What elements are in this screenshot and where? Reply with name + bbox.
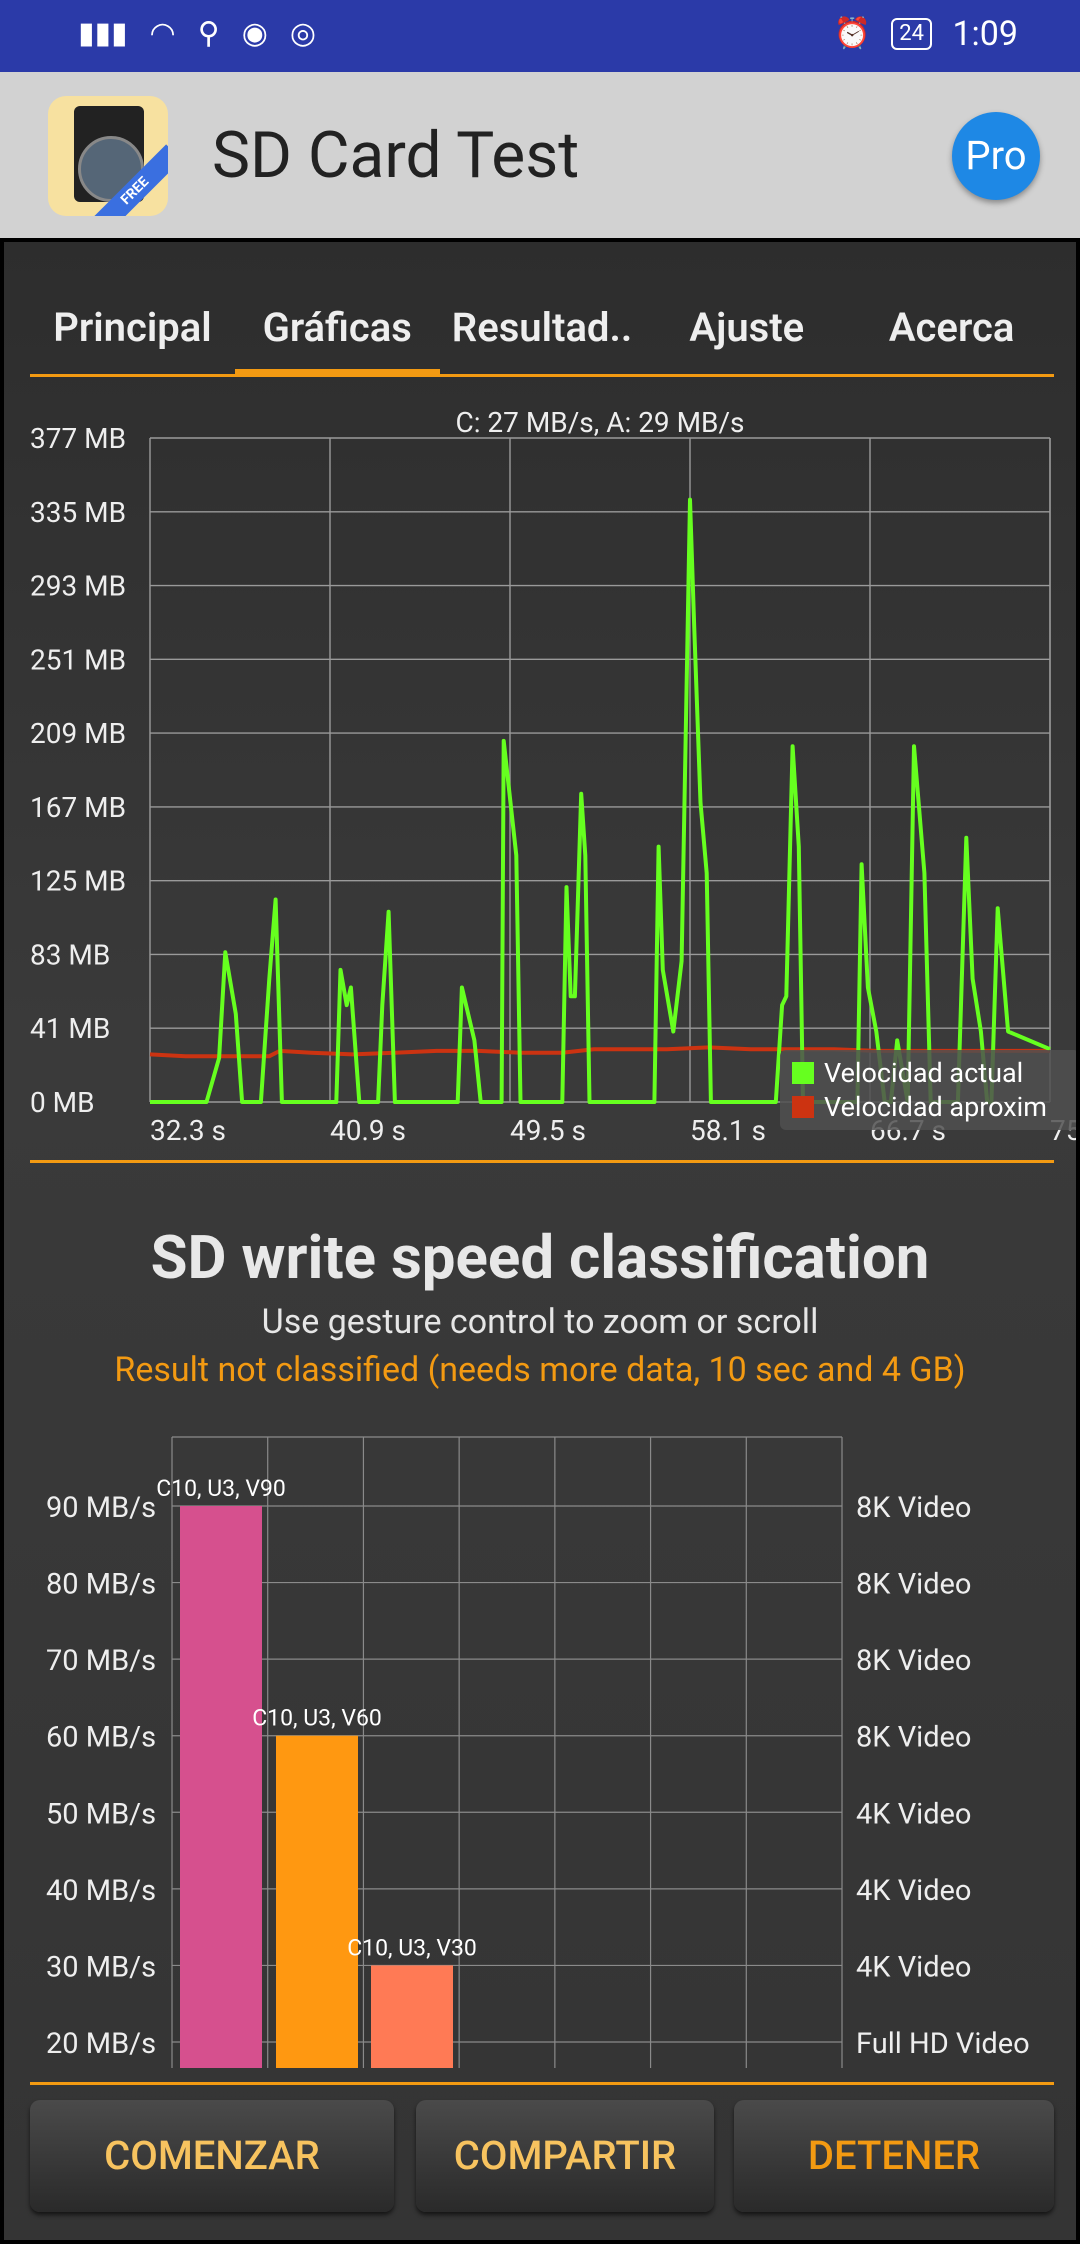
status-bar: ▮▮▮ ◠ ⚲ ◉ ◎ ⏰ 24 1:09 (0, 0, 1080, 72)
x-tick-label: 58.1 s (690, 1114, 766, 1147)
status-left-icons: ▮▮▮ ◠ ⚲ ◉ ◎ (78, 16, 316, 51)
y-tick-label: 0 MB (30, 1086, 95, 1119)
y-tick-label: 40 MB/s (46, 1874, 156, 1908)
bar-label: C10, U3, V90 (156, 1475, 286, 1502)
chart-title: C: 27 MB/s, A: 29 MB/s (455, 406, 744, 439)
pro-button[interactable]: Pro (952, 112, 1040, 200)
main-panel: Principal Gráficas Resultad.. Ajuste Ace… (4, 242, 1076, 2240)
right-axis-label: 8K Video (856, 1491, 971, 1525)
tab-principal[interactable]: Principal (53, 304, 212, 351)
y-tick-label: 20 MB/s (46, 2027, 156, 2061)
app-bar: FREE SD Card Test Pro (0, 72, 1080, 242)
y-tick-label: 293 MB (30, 570, 126, 603)
alarm-icon: ⏰ (833, 16, 872, 51)
classification-heading: SD write speed classification (150, 1222, 930, 1293)
tab-ajuste[interactable]: Ajuste (689, 304, 805, 351)
app-logo-icon: FREE (48, 96, 168, 216)
y-tick-label: 377 MB (30, 422, 126, 455)
y-tick-label: 30 MB/s (46, 1950, 156, 1984)
tab-resultados[interactable]: Resultad.. (451, 304, 633, 351)
tab-acerca[interactable]: Acerca (888, 304, 1015, 351)
classification-bar-chart[interactable]: 90 MB/s 8K Video 80 MB/s 8K Video 70 MB/s 8K … (4, 1432, 1076, 2122)
right-axis-label: 8K Video (856, 1568, 971, 1602)
y-tick-label: 335 MB (30, 496, 126, 529)
bar (276, 1735, 358, 2068)
right-axis-label: 4K Video (856, 1950, 971, 1984)
y-tick-label: 125 MB (30, 865, 126, 898)
legend-background (780, 1050, 1076, 1130)
tab-graficas[interactable]: Gráficas (234, 282, 440, 377)
chat-icon: ◉ (241, 16, 268, 51)
tab-bar: Principal Gráficas Resultad.. Ajuste Ace… (30, 282, 1054, 377)
status-right-icons: ⏰ 24 (834, 16, 932, 51)
y-tick-label: 251 MB (30, 643, 126, 676)
y-tick-label: 80 MB/s (46, 1568, 156, 1602)
bar-label: C10, U3, V30 (347, 1934, 477, 1961)
y-tick-label: 167 MB (30, 791, 126, 824)
wifi-icon: ◠ (149, 16, 176, 51)
classification-note: Result not classified (needs more data, … (114, 1350, 966, 1390)
y-tick-label: 209 MB (30, 717, 126, 750)
x-tick-label: 32.3 s (150, 1114, 226, 1147)
y-tick-label: 70 MB/s (46, 1644, 156, 1678)
legend-label: Velocidad actual (824, 1057, 1023, 1089)
legend-swatch (792, 1062, 814, 1084)
right-axis-label: Full HD Video (856, 2027, 1030, 2061)
y-tick-label: 90 MB/s (46, 1491, 156, 1525)
bar-label: C10, U3, V60 (252, 1705, 382, 1732)
y-tick-label: 50 MB/s (46, 1797, 156, 1831)
share-button[interactable]: COMPARTIR (416, 2100, 714, 2212)
right-axis-label: 4K Video (856, 1874, 971, 1908)
right-axis-label: 4K Video (856, 1797, 971, 1831)
battery-icon: 24 (891, 17, 932, 50)
y-tick-label: 83 MB (30, 938, 110, 971)
whatsapp-icon: ◎ (289, 16, 317, 51)
classification-subtitle: Use gesture control to zoom or scroll (261, 1302, 819, 1342)
start-button[interactable]: COMENZAR (30, 2100, 394, 2212)
chart-separator (30, 1160, 1054, 1163)
right-axis-label: 8K Video (856, 1721, 971, 1755)
app-title: SD Card Test (212, 118, 580, 193)
bar (180, 1506, 262, 2068)
clock: 1:09 (952, 14, 1018, 54)
usb-icon: ⚲ (197, 16, 220, 51)
series-current-line (150, 497, 1051, 1104)
bar (371, 1965, 453, 2068)
y-tick-label: 60 MB/s (46, 1721, 156, 1755)
buttons-separator (30, 2082, 1054, 2085)
x-tick-label: 49.5 s (510, 1114, 586, 1147)
legend-swatch (792, 1096, 814, 1118)
signal-icon: ▮▮▮ (78, 16, 128, 51)
legend-label: Velocidad aproxim (824, 1091, 1047, 1123)
x-tick-label: 40.9 s (330, 1114, 406, 1147)
speed-line-chart[interactable]: 377 MB 335 MB 293 MB 251 MB 209 MB 167 MB 125 … (4, 402, 1076, 1162)
button-bar: COMENZAR COMPARTIR DETENER (30, 2100, 1054, 2218)
y-tick-label: 41 MB (30, 1012, 110, 1045)
stop-button[interactable]: DETENER (734, 2100, 1054, 2212)
right-axis-label: 8K Video (856, 1644, 971, 1678)
